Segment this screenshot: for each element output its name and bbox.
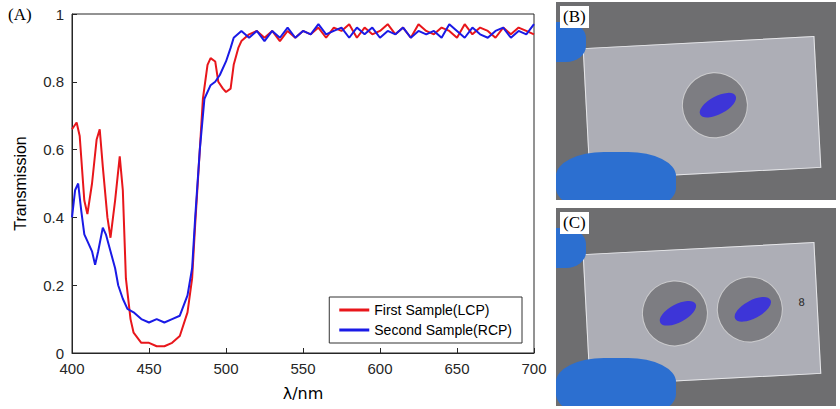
svg-text:Transmission: Transmission [12,136,29,231]
svg-text:0.2: 0.2 [43,277,64,294]
svg-text:450: 450 [136,360,161,377]
svg-text:λ/nm: λ/nm [283,384,324,403]
svg-text:550: 550 [290,360,315,377]
html-text:(B): (B) [563,7,586,26]
svg-text:700: 700 [521,360,546,377]
html-text:(C): (C) [563,213,586,232]
svg-text:0: 0 [56,345,64,362]
svg-text:650: 650 [444,360,469,377]
svg-text:600: 600 [367,360,392,377]
svg-text:400: 400 [59,360,84,377]
html-text:8: 8 [798,295,805,308]
svg-text:(A): (A) [8,5,32,24]
svg-text:0.6: 0.6 [43,141,64,158]
svg-text:0.8: 0.8 [43,73,64,90]
svg-text:First Sample(LCP): First Sample(LCP) [374,302,489,318]
svg-text:0.4: 0.4 [43,209,64,226]
svg-text:Second Sample(RCP): Second Sample(RCP) [374,322,512,338]
svg-text:1: 1 [56,6,64,23]
svg-text:500: 500 [213,360,238,377]
